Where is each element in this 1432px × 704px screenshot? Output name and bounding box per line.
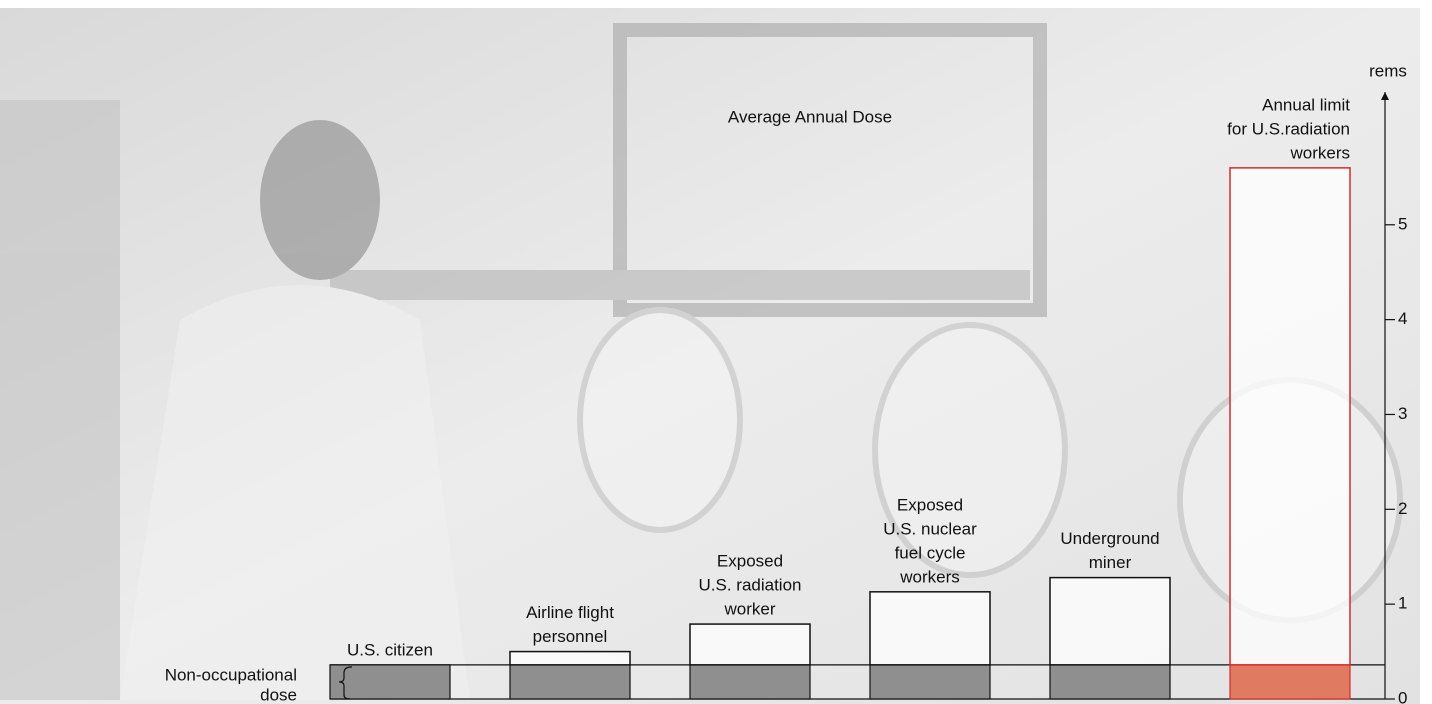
y-tick-label: 3 [1398,404,1407,423]
category-label: worker [723,600,775,619]
category-label: miner [1089,553,1132,572]
category-label: workers [899,567,960,586]
chart-title: Average Annual Dose [728,107,892,126]
category-label: U.S. nuclear [883,519,977,538]
category-label: Exposed [717,552,783,571]
bar-segment [509,650,631,666]
bar-segment [689,664,811,700]
bar-segment [869,664,991,700]
bar-segment [1229,664,1351,700]
category-label: Underground [1060,529,1159,548]
bar-segment [689,623,811,666]
bar-segment [869,591,991,666]
category-label: for U.S.radiation [1227,119,1350,138]
category-label: Airline flight [526,603,614,622]
bar-segment [509,664,631,700]
y-tick-label: 1 [1398,594,1407,613]
y-tick-label: 5 [1398,214,1407,233]
y-tick-label: 2 [1398,499,1407,518]
bar-segment [329,664,451,700]
axis-arrow [1381,92,1389,100]
category-label: U.S. radiation [699,576,802,595]
category-label: workers [1289,143,1350,162]
y-tick-label: 4 [1398,309,1407,328]
category-label: U.S. citizen [347,640,433,659]
category-label: fuel cycle [895,543,966,562]
category-label: Annual limit [1262,95,1350,114]
bar-segment [1049,576,1171,666]
legend-label: Non-occupational [165,665,297,684]
legend-label: dose [260,685,297,704]
bar-segment [1229,167,1351,666]
bar-segment [1049,664,1171,700]
y-tick-label: 0 [1398,688,1407,704]
y-axis-label: rems [1369,61,1407,80]
brace [338,666,353,700]
category-label: Exposed [897,495,963,514]
category-label: personnel [533,627,608,646]
